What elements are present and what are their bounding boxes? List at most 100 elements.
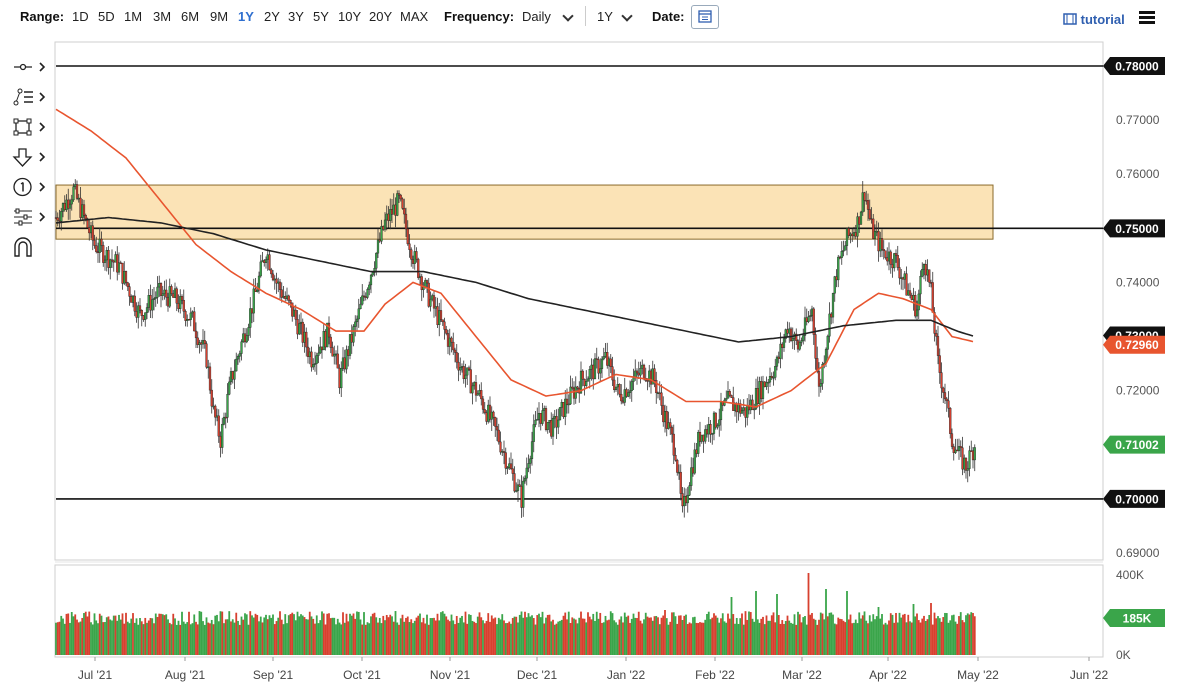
volume-bar xyxy=(455,615,458,655)
volume-bar xyxy=(188,611,190,655)
candle-body xyxy=(821,363,824,384)
crosshair-icon xyxy=(14,62,46,72)
volume-bar xyxy=(580,611,582,655)
candle-body xyxy=(602,356,605,360)
volume-bar xyxy=(681,620,684,655)
period-select[interactable]: 1Y xyxy=(597,9,613,24)
candle-body xyxy=(607,358,611,366)
volume-bar xyxy=(765,615,768,655)
candle-body xyxy=(964,457,968,471)
candle-body xyxy=(775,356,779,367)
volume-tick-label: 0K xyxy=(1116,648,1131,662)
range-button-10y[interactable]: 10Y xyxy=(338,9,362,24)
line-tools[interactable] xyxy=(12,87,48,109)
range-button-2y[interactable]: 2Y xyxy=(264,9,280,24)
volume-bar xyxy=(158,613,161,655)
x-tick-label: Dec '21 xyxy=(517,668,558,682)
candle-body xyxy=(184,311,187,321)
price-tick-label: 0.72000 xyxy=(1116,384,1160,398)
range-button-5y[interactable]: 5Y xyxy=(313,9,329,24)
candle-body xyxy=(245,335,248,343)
crosshair-tool[interactable] xyxy=(12,57,48,79)
volume-bar xyxy=(839,618,841,655)
candle-body xyxy=(329,336,332,348)
indicator-tools[interactable] xyxy=(12,207,48,229)
volume-bar xyxy=(342,612,344,655)
range-button-3m[interactable]: 3M xyxy=(153,9,172,24)
frequency-select[interactable]: Daily xyxy=(522,9,551,24)
tutorial-link[interactable]: tutorial xyxy=(1063,12,1125,27)
range-button-6m[interactable]: 6M xyxy=(181,9,200,24)
candle-body xyxy=(840,251,843,258)
candle-body xyxy=(523,477,527,482)
range-button-1m[interactable]: 1M xyxy=(124,9,143,24)
candle-body xyxy=(683,496,686,507)
volume-bar xyxy=(835,624,838,655)
tag-label: 0.72960 xyxy=(1115,338,1159,352)
volume-bar xyxy=(478,612,481,655)
date-picker-button[interactable] xyxy=(691,5,719,29)
volume-bar xyxy=(639,620,642,655)
candle-body xyxy=(742,407,745,411)
candle-body xyxy=(221,423,224,448)
volume-bar xyxy=(893,622,896,655)
volume-bar xyxy=(699,622,701,655)
candle-body xyxy=(413,251,416,264)
volume-bar xyxy=(571,617,574,655)
ma-slow-line xyxy=(55,216,974,343)
volume-bar xyxy=(434,620,437,655)
volume-bar xyxy=(672,612,675,655)
candle-body xyxy=(961,447,964,470)
volume-bar xyxy=(384,620,386,655)
volume-bar xyxy=(431,618,434,655)
candle-body xyxy=(236,356,240,360)
volume-bar xyxy=(475,623,477,655)
annotation-tools[interactable] xyxy=(12,147,48,169)
volume-bar xyxy=(608,619,610,655)
volume-bar xyxy=(856,623,859,655)
volume-bar xyxy=(380,623,383,655)
volume-bar xyxy=(592,613,595,655)
event-tools[interactable] xyxy=(12,177,48,199)
range-button-max[interactable]: MAX xyxy=(400,9,429,24)
hamburger-icon[interactable] xyxy=(1139,11,1155,24)
volume-bar xyxy=(781,620,784,655)
shape-tools[interactable] xyxy=(12,117,48,139)
volume-bar xyxy=(634,617,637,655)
volume-bar xyxy=(830,612,833,655)
range-button-3y[interactable]: 3Y xyxy=(288,9,304,24)
volume-bar xyxy=(67,613,70,655)
volume-bar xyxy=(219,611,222,655)
range-button-9m[interactable]: 9M xyxy=(210,9,229,24)
volume-bar xyxy=(657,617,659,655)
volume-bar xyxy=(417,615,420,655)
candle-body xyxy=(61,203,65,212)
volume-bar xyxy=(653,616,656,655)
volume-bar xyxy=(889,613,892,655)
candle-body xyxy=(240,341,243,354)
candle-body xyxy=(973,447,976,461)
volume-bar xyxy=(660,617,663,655)
candle-body xyxy=(872,218,875,239)
volume-bar xyxy=(195,621,197,655)
range-button-20y[interactable]: 20Y xyxy=(369,9,393,24)
candle-body xyxy=(166,296,170,307)
candle-body xyxy=(910,294,913,300)
candle-body xyxy=(639,368,642,376)
candle-body xyxy=(931,282,934,313)
range-button-5d[interactable]: 5D xyxy=(98,9,115,24)
candle-body xyxy=(868,209,871,219)
volume-bar xyxy=(931,624,934,655)
volume-bar xyxy=(954,621,957,655)
candle-body xyxy=(954,449,957,453)
volume-bar xyxy=(648,617,651,655)
volume-bar xyxy=(177,620,180,655)
magnet-tool[interactable] xyxy=(12,237,48,259)
candle-body xyxy=(513,473,516,492)
candle-body xyxy=(830,313,833,318)
candle-body xyxy=(168,286,171,307)
range-button-1y[interactable]: 1Y xyxy=(238,9,254,24)
range-button-1d[interactable]: 1D xyxy=(72,9,89,24)
volume-bar xyxy=(700,622,703,655)
